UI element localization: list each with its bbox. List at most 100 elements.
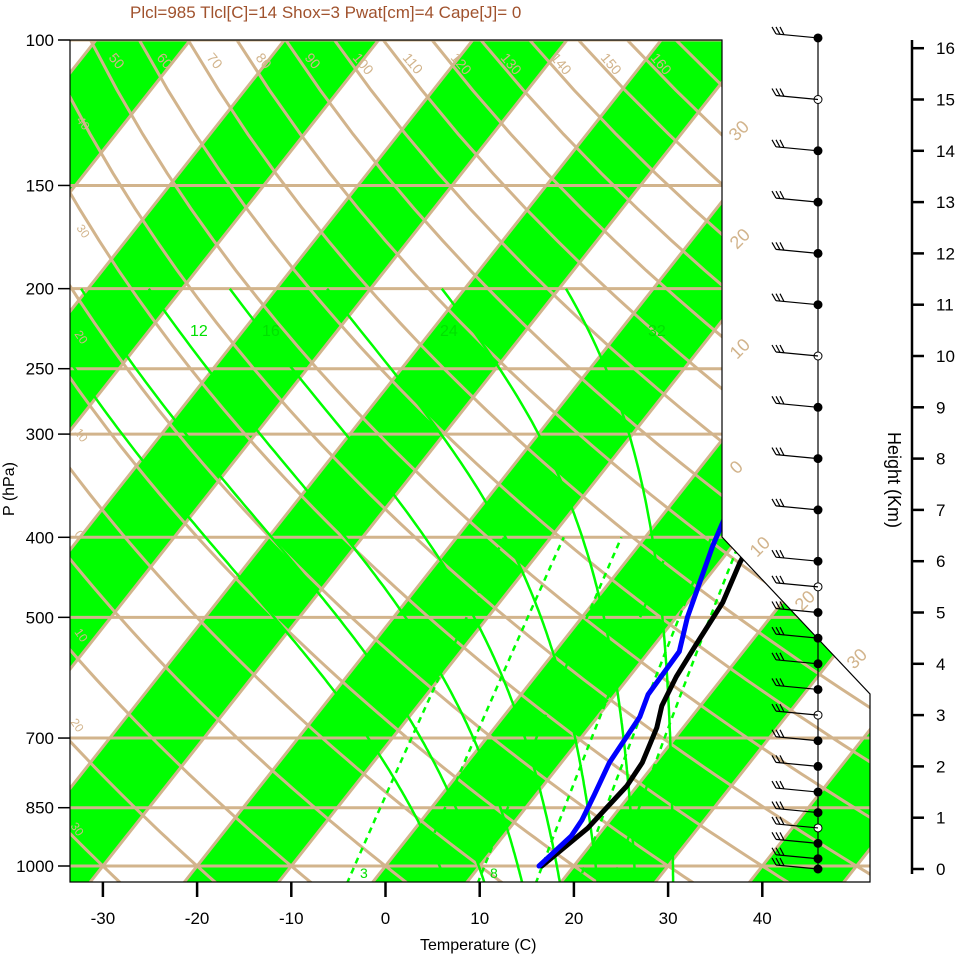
height-tick-label: 9 [936,398,945,417]
wind-barb [779,88,785,97]
wind-barb [775,816,781,825]
height-tick-label: 5 [936,604,945,623]
wind-barb [775,633,819,639]
dry-adiabat-line [333,40,870,882]
wind-barb [779,498,785,507]
isotherm-label: 10 [726,335,754,363]
theta-label: 110 [400,50,427,78]
wind-barb [771,626,777,635]
green-band [70,40,409,882]
pressure-tick-label: 700 [26,729,54,748]
height-tick-label: 16 [936,39,955,58]
wind-barb [775,242,781,251]
wind-barb [775,703,781,712]
pressure-axis: 100 150 200 250 300 400 500 700 850 1000 [16,31,70,876]
wind-barb [775,447,781,456]
wind-barb [779,729,785,738]
wind-barb [771,755,777,763]
mixing-ratio-line [534,536,675,882]
wind-barb [775,864,819,870]
green-band [546,40,870,882]
isotherm-label: 10 [746,533,774,561]
wind-barb [775,139,781,148]
wind-barb [775,780,781,789]
wind-barb [775,684,819,691]
mixing-ratio-label: 3 [360,865,368,881]
wind-barb [771,26,777,35]
temperature-tick-label: 40 [753,909,772,928]
height-tick-label: 15 [936,91,955,110]
wind-barb [779,832,785,841]
wind-barb [779,755,785,764]
moist-adiabat-line [440,287,637,882]
wind-barb [779,780,785,790]
wind-barb [779,344,785,354]
wind-barb [779,678,785,687]
mixing-ratio-label: 32 [648,323,666,340]
mixing-ratio-line [476,536,623,882]
height-tick-label: 1 [936,809,945,828]
temperature-tick-label: 10 [470,909,489,928]
wind-barb [779,26,785,36]
isotherm-line [70,40,316,882]
x-axis-label: Temperature (C) [420,937,536,954]
wind-barb [771,575,777,584]
dry-adiabat-line [70,40,605,882]
wind-barb [775,351,819,357]
wind-barb [771,498,777,507]
moist-adiabat-line [228,287,562,882]
wind-barb [779,857,785,867]
dry-adiabat-line [89,40,870,882]
dry-adiabat-line [70,40,509,882]
isotherm-label: 30 [725,117,753,145]
mixing-ratio-label: 12 [190,323,208,340]
wind-barb [775,832,781,841]
wind-barb [771,88,777,96]
wind-barb [779,549,785,559]
wind-barb [775,838,819,844]
temperature-axis: -30 -20 -10 0 10 20 30 40 [91,882,772,928]
wind-barb [775,710,819,716]
wind-barb [771,832,777,840]
wind-barb [779,139,785,148]
moist-adiabat-line [326,287,600,882]
wind-profile [771,26,823,874]
wind-barb [779,396,785,405]
wind-barb [775,190,781,199]
wind-barb [779,293,785,302]
temperature-tick-label: -20 [185,909,210,928]
pressure-tick-label: 400 [26,528,54,547]
dry-adiabat-line [70,40,870,882]
height-tick-label: 4 [936,655,945,674]
wind-barb [779,801,785,810]
wind-barb [771,678,777,686]
plot-border [69,39,871,883]
wind-barb [771,601,777,609]
pressure-tick-label: 250 [26,360,54,379]
wind-barb [771,190,777,199]
wind-barb [779,652,785,661]
wind-barb [775,33,819,39]
wind-barb [779,703,785,713]
green-band [0,2,32,900]
wind-barb [775,26,781,35]
isotherm-line [70,40,599,882]
wind-barb [771,396,777,404]
wind-barb [775,678,781,687]
wind-barb [771,139,777,148]
wind-barb [771,847,777,856]
wind-barb [775,505,819,511]
wind-barb [771,549,777,558]
dry-adiabat-line [70,40,701,882]
wind-barb [779,601,785,610]
dry-adiabat-line [235,40,870,882]
pressure-tick-label: 100 [26,31,54,50]
mixing-ratio-label: 16 [262,323,280,340]
wind-barb [775,736,819,742]
wind-barb [771,801,777,809]
wind-barb [775,652,781,661]
isotherm-line [70,40,504,882]
mixing-ratio-label: 8 [490,865,498,881]
height-tick-label: 8 [936,450,945,469]
height-tick-label: 2 [936,757,945,776]
